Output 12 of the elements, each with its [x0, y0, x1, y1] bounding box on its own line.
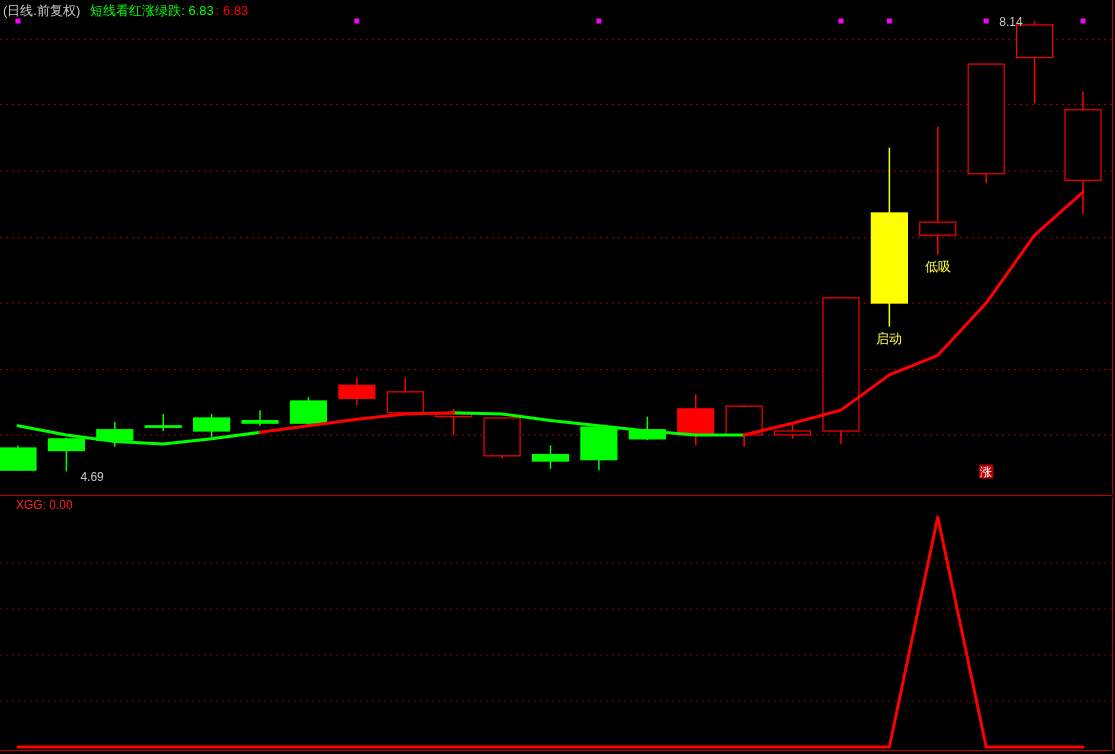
candlestick [144, 413, 182, 432]
text: : 6.83 [215, 3, 249, 18]
chart-title: XGG: 0.00 [16, 498, 74, 512]
text: 8.14 [999, 15, 1023, 29]
text: 短线看红涨绿跌: 6.83 [90, 3, 214, 18]
candlestick [241, 409, 279, 427]
chart-title: (日线.前复权) [3, 3, 81, 18]
text: 低吸 [924, 258, 951, 274]
candlestick [919, 126, 957, 256]
data-label: 涨 [980, 465, 993, 479]
text: 4.69 [80, 469, 104, 484]
text: 启动 [876, 330, 903, 346]
